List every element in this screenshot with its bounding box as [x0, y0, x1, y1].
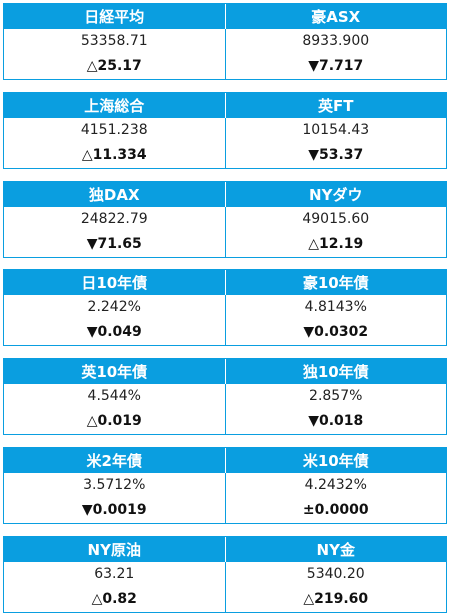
quote-name: 米2年債 — [4, 448, 225, 473]
quote-change: ▼71.65 — [86, 235, 142, 252]
quote-value: 24822.79 — [80, 210, 148, 227]
quote-value: 4.544% — [87, 388, 141, 405]
quote-value: 10154.43 — [302, 121, 370, 138]
quote-block: 英10年債 4.544% △0.019 独10年債 2.857% ▼0.018 — [3, 358, 447, 436]
quote-cell: 日10年債 2.242% ▼0.049 — [4, 270, 225, 345]
quote-value: 4151.238 — [80, 121, 148, 138]
quote-value: 63.21 — [94, 565, 135, 582]
quote-cell: 上海総合 4151.238 △11.334 — [4, 92, 225, 168]
quote-change: ▼53.37 — [308, 146, 364, 163]
quote-cell: 豪ASX 8933.900 ▼7.717 — [224, 4, 446, 79]
quote-change: △12.19 — [308, 235, 364, 252]
quote-change: ±0.0000 — [302, 502, 369, 518]
quote-name: NY原油 — [4, 536, 225, 562]
quote-name: 独10年債 — [224, 359, 446, 385]
quote-cell: 独DAX 24822.79 ▼71.65 — [4, 181, 225, 257]
quote-change: △0.82 — [91, 590, 137, 607]
quote-cell: 独10年債 2.857% ▼0.018 — [224, 359, 446, 435]
quote-name: NYダウ — [224, 181, 446, 207]
quote-block: 独DAX 24822.79 ▼71.65 NYダウ 49015.60 △12.19 — [3, 180, 447, 258]
quote-change: ▼0.049 — [86, 324, 142, 341]
quote-block: 米2年債 3.5712% ▼0.0019 米10年債 4.2432% ±0.0000 — [3, 447, 447, 524]
quote-value: 2.857% — [309, 388, 363, 405]
quote-value: 4.2432% — [304, 477, 367, 493]
quote-name: 上海総合 — [4, 92, 225, 118]
quote-value: 49015.60 — [302, 210, 370, 227]
quote-change: △11.334 — [81, 146, 147, 163]
quote-name: 日10年債 — [4, 270, 225, 296]
quote-block: 日経平均 53358.71 △25.17 豪ASX 8933.900 ▼7.717 — [3, 3, 447, 80]
quote-cell: 米2年債 3.5712% ▼0.0019 — [4, 448, 225, 523]
quote-name: 米10年債 — [224, 448, 446, 473]
quote-cell: NY金 5340.20 △219.60 — [224, 536, 446, 612]
quote-change: ▼0.018 — [308, 413, 364, 430]
quote-name: 英10年債 — [4, 359, 225, 385]
quote-name: 独DAX — [4, 181, 225, 207]
quote-block: 日10年債 2.242% ▼0.049 豪10年債 4.8143% ▼0.0302 — [3, 269, 447, 347]
quote-name: 豪10年債 — [224, 270, 446, 296]
quote-change: ▼0.0302 — [303, 324, 369, 341]
quote-name: 豪ASX — [224, 4, 446, 29]
quote-cell: 米10年債 4.2432% ±0.0000 — [224, 448, 446, 523]
quote-cell: NY原油 63.21 △0.82 — [4, 536, 225, 612]
quote-name: 英FT — [224, 92, 446, 118]
quote-value: 53358.71 — [80, 33, 148, 49]
quote-block: NY原油 63.21 △0.82 NY金 5340.20 △219.60 — [3, 535, 447, 613]
quote-change: △219.60 — [303, 590, 369, 607]
quote-cell: 英FT 10154.43 ▼53.37 — [224, 92, 446, 168]
quote-name: 日経平均 — [4, 4, 225, 29]
quote-value: 5340.20 — [306, 565, 365, 582]
quote-name: NY金 — [224, 536, 446, 562]
quote-value: 8933.900 — [302, 33, 370, 49]
quote-value: 2.242% — [87, 299, 141, 316]
quote-cell: 豪10年債 4.8143% ▼0.0302 — [224, 270, 446, 346]
quote-change: ▼0.0019 — [81, 502, 147, 518]
quote-change: ▼7.717 — [308, 58, 364, 74]
quote-value: 4.8143% — [304, 299, 367, 316]
quote-cell: 日経平均 53358.71 △25.17 — [4, 4, 225, 79]
quote-cell: NYダウ 49015.60 △12.19 — [224, 181, 446, 257]
quote-change: △25.17 — [86, 58, 142, 74]
quote-block: 上海総合 4151.238 △11.334 英FT 10154.43 ▼53.37 — [3, 91, 447, 169]
quote-cell: 英10年債 4.544% △0.019 — [4, 359, 225, 434]
quote-change: △0.019 — [86, 413, 142, 430]
quote-value: 3.5712% — [83, 477, 146, 493]
